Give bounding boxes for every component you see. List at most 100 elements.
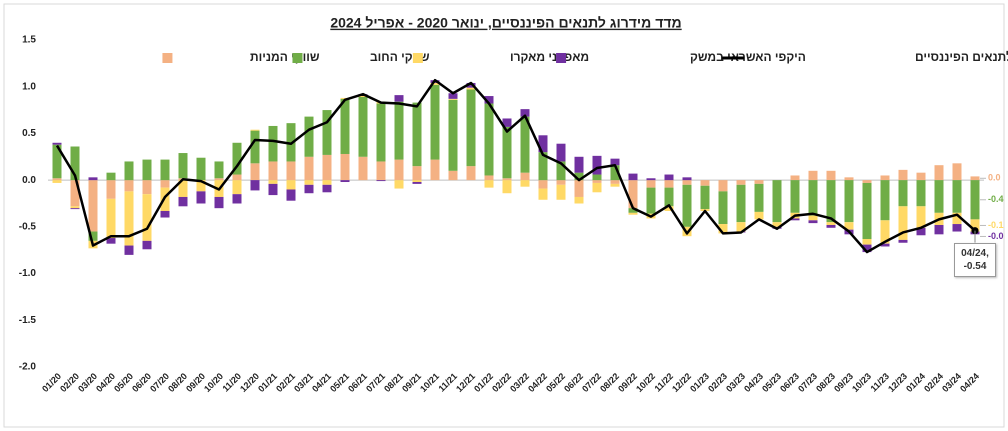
chart-title: מדד מידרוג לתנאים הפיננסיים, ינואר 2020 … [330, 15, 681, 31]
bar-segment [484, 175, 494, 181]
bar-segment [448, 93, 458, 99]
bar-segment [358, 156, 368, 181]
bar-segment [304, 180, 314, 185]
bar-segment [898, 169, 908, 181]
line [55, 78, 976, 254]
bar-segment [952, 163, 962, 181]
bar-segment [268, 183, 278, 196]
bar-segment [466, 89, 476, 167]
bar-segment [268, 125, 278, 162]
bar-segment [340, 98, 350, 154]
bar-segment [520, 180, 530, 187]
bar-segment [232, 180, 242, 195]
bar-segment [880, 180, 890, 221]
bar-segment [808, 215, 818, 221]
bar-segment [88, 231, 98, 241]
bar-segment [484, 180, 494, 188]
bar-segment [52, 178, 62, 181]
bar-segment [466, 166, 476, 181]
bar-segment [736, 180, 746, 185]
data-label: -0.1 [988, 220, 1004, 230]
bar-segment [628, 212, 638, 215]
bar-segment [106, 180, 116, 199]
bar-segment [862, 182, 872, 240]
bar-segment [952, 224, 962, 232]
y-tick-label: 0.5 [22, 128, 36, 139]
bar-segment [556, 161, 566, 181]
bar-segment [268, 180, 278, 184]
bar-segment [610, 165, 620, 181]
bar-segment [322, 180, 332, 185]
bar-segment [52, 180, 62, 183]
bar-segment [916, 227, 926, 236]
bar-segment [592, 180, 602, 183]
bar-segment [286, 180, 296, 190]
bar-segment [574, 156, 584, 173]
bar-segment [754, 211, 764, 220]
bar-segment [394, 159, 404, 181]
bar-segment [214, 161, 224, 179]
bar-segment [772, 180, 782, 223]
bar-segment [718, 180, 728, 192]
bar-segment [214, 178, 224, 181]
bar-segment [664, 180, 674, 188]
bar-segment [358, 96, 368, 157]
bar-segment [412, 166, 422, 181]
bar-segment [826, 170, 836, 181]
bar-segment [502, 126, 512, 179]
bar-segment [736, 184, 746, 223]
bar-segment [430, 159, 440, 181]
legend-swatch [412, 53, 423, 63]
bar-segment [592, 155, 602, 175]
bar-segment [556, 184, 566, 200]
bar-segment [502, 180, 512, 194]
data-label: -0.0 [988, 231, 1004, 241]
legend-label: מדד מידרוג לתנאים הפיננסיים [915, 50, 1008, 64]
legend: שווקי המניות שווקי החוב מאפייני מאקרו היקפי… [162, 50, 1008, 64]
bar-segment [412, 182, 422, 184]
y-tick-label: -1.0 [19, 268, 37, 279]
bar-segment [286, 161, 296, 181]
bar-segment [844, 177, 854, 181]
bar-segment [628, 180, 638, 209]
bar-segment [574, 172, 584, 181]
bar-segment [268, 161, 278, 181]
bar-segment [592, 174, 602, 181]
bar-segment [826, 224, 836, 228]
bar-segment [178, 153, 188, 179]
bar-segment [610, 183, 620, 187]
bar-segment [790, 218, 800, 221]
bar-segment [646, 178, 656, 181]
bar-segment [520, 172, 530, 181]
bar-segment [52, 142, 62, 145]
bar-segment [628, 208, 638, 213]
bar-segment [340, 97, 350, 99]
bar-segment [376, 103, 386, 162]
bar-segment [862, 239, 872, 245]
bar-segment [754, 183, 764, 212]
data-label: 04/24, -0.54 [954, 242, 996, 277]
bar-segment [250, 129, 260, 131]
bar-segment [700, 185, 710, 210]
bar-segment [556, 143, 566, 162]
y-tick-label: 0.0 [22, 175, 36, 186]
bar-segment [196, 157, 206, 181]
bar-segment [898, 239, 908, 243]
data-label: -0.4 [988, 194, 1004, 204]
bar-segment [412, 102, 422, 167]
bar-segment [322, 110, 332, 155]
bar-segment [448, 99, 458, 171]
bar-segment [232, 174, 242, 181]
bar-segment [574, 180, 584, 197]
bar-segment [844, 222, 854, 230]
bar-segment [70, 206, 80, 209]
bar-segment [682, 177, 692, 181]
bar-segment [628, 173, 638, 181]
bar-segment [916, 206, 926, 228]
bar-segment [52, 144, 62, 179]
bar-segment [664, 187, 674, 207]
bar-segment [646, 187, 656, 214]
bar-segment [394, 101, 404, 160]
bar-segment [286, 189, 296, 201]
bar-segment [700, 180, 710, 186]
